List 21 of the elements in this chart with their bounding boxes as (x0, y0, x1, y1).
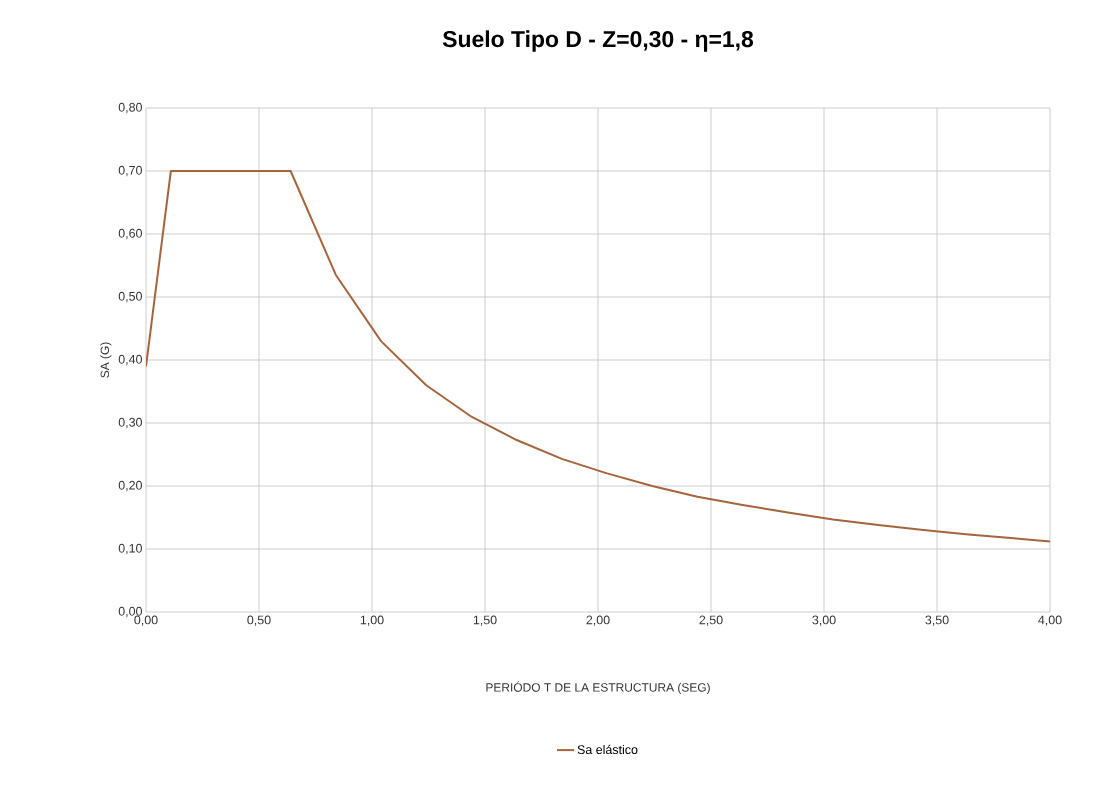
x-tick-label: 1,00 (360, 615, 384, 626)
line-series (146, 170, 1051, 543)
x-axis-title: PERIÓDO T DE LA ESTRUCTURA (SEG) (486, 681, 710, 695)
x-tick-label: 4,00 (1038, 615, 1062, 626)
x-tick-label: 3,00 (812, 615, 836, 626)
x-tick-label: 2,00 (586, 615, 610, 626)
legend-label: Sa elástico (577, 744, 638, 755)
y-tick-label: 0,20 (118, 480, 142, 492)
chart-title: Suelo Tipo D - Z=0,30 - η=1,8 (442, 30, 754, 52)
y-tick-label: 0,10 (118, 543, 142, 555)
y-tick-label: 0,40 (118, 354, 142, 366)
y-tick-label: 0,70 (118, 165, 142, 177)
x-tick-label: 1,50 (473, 615, 497, 626)
y-tick-label: 0,80 (118, 102, 142, 114)
x-tick-label: 0,50 (247, 615, 271, 626)
y-tick-label: 0,30 (118, 417, 142, 429)
x-tick-label: 2,50 (699, 615, 723, 626)
x-tick-label: 3,50 (925, 615, 949, 626)
y-axis-title: SA (G) (100, 342, 112, 378)
y-tick-label: 0,60 (118, 228, 142, 240)
y-tick-label: 0,50 (118, 291, 142, 303)
